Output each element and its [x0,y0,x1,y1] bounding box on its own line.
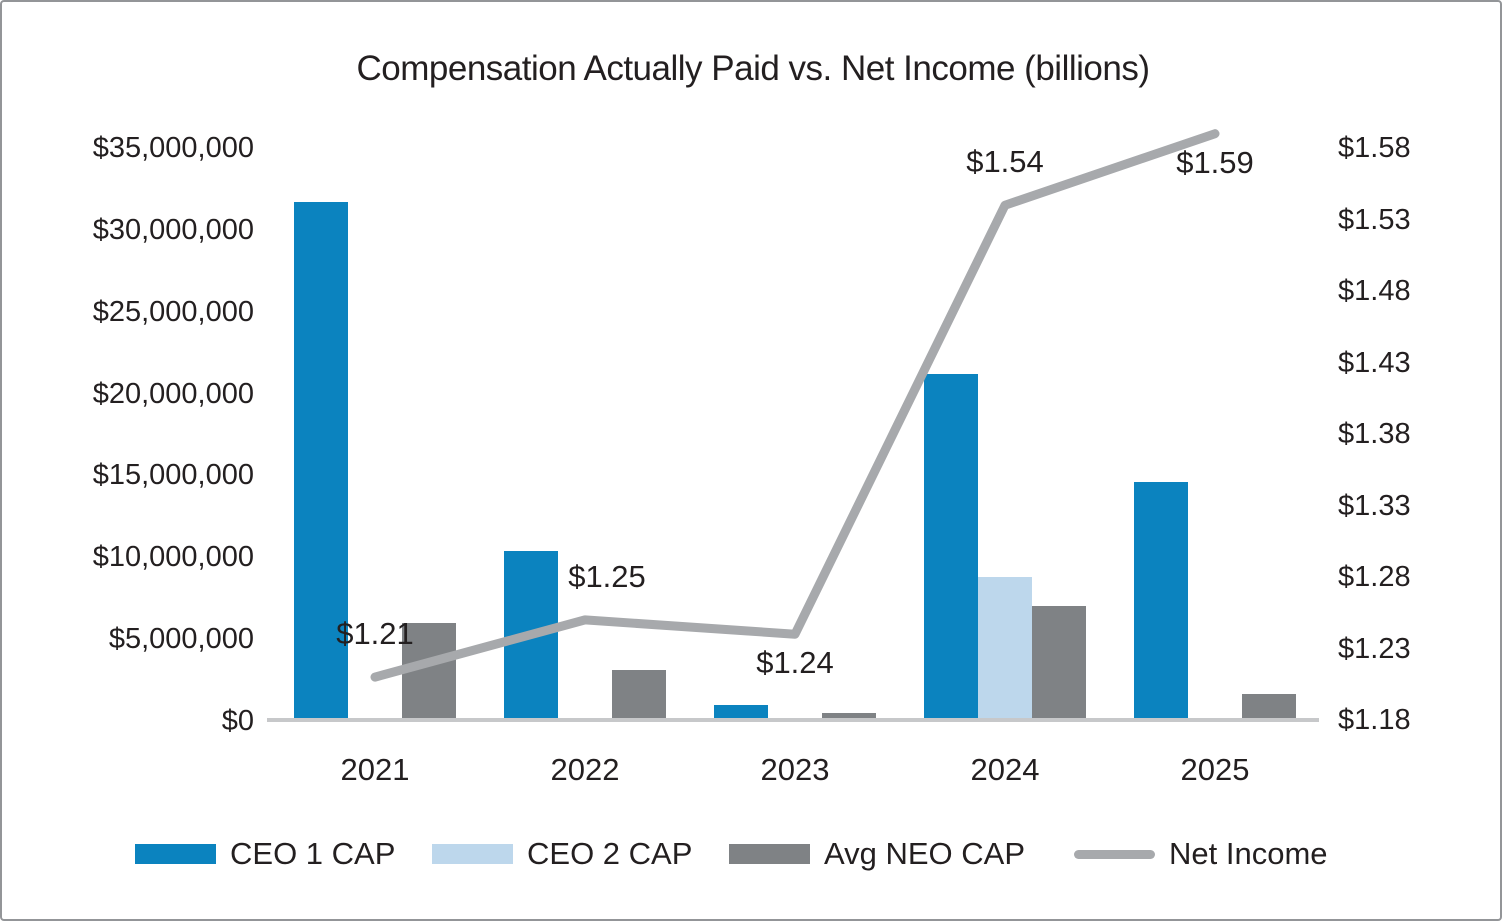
right-axis-tick-label: $1.43 [1338,346,1411,379]
bar-avg-neo-cap-2024 [1032,606,1086,721]
right-axis-tick-label: $1.58 [1338,132,1411,164]
right-axis-tick-label: $1.48 [1338,275,1411,307]
right-axis-tick-label: $1.23 [1338,632,1411,665]
net-income-label-2025: $1.59 [1176,144,1254,180]
bar-ceo-1-cap-2025 [1134,481,1188,721]
x-axis-label-2025: 2025 [1180,752,1250,787]
bar-ceo-1-cap-2024 [924,373,978,721]
net-income-label-2024: $1.54 [966,144,1044,180]
x-axis-label-2023: 2023 [760,752,830,787]
right-axis-tick-label: $1.33 [1338,489,1411,522]
legend-swatch-rect [432,844,513,864]
net-income-label-2023: $1.24 [756,645,834,681]
legend-label: Avg NEO CAP [824,836,1026,871]
bar-avg-neo-cap-2022 [612,670,666,721]
right-axis-tick-label: $1.28 [1338,561,1411,593]
chart-title: Compensation Actually Paid vs. Net Incom… [356,49,1150,88]
right-axis-tick-label: $1.18 [1338,704,1411,736]
legend-item-avg-neo-cap: Avg NEO CAP [729,836,1025,872]
legend-swatch-rect [729,844,810,864]
net-income-label-2022: $1.25 [568,558,646,594]
left-axis-tick-label: $0 [221,705,254,737]
left-axis-tick-label: $25,000,000 [92,295,254,328]
bar-ceo-2-cap-2024 [978,576,1032,721]
x-axis-label-2024: 2024 [970,752,1040,787]
right-axis-tick-label: $1.53 [1338,203,1411,236]
bar-avg-neo-cap-2025 [1242,693,1296,721]
legend-label: Net Income [1169,836,1328,871]
left-axis-tick-label: $5,000,000 [108,623,254,656]
x-axis-label-2022: 2022 [550,752,620,787]
left-axis-tick-label: $10,000,000 [92,541,254,574]
left-axis-tick-label: $20,000,000 [92,377,254,410]
legend-swatch-rect [135,844,216,864]
x-axis-line [267,718,1319,722]
legend-item-net-income: Net Income [1074,836,1328,872]
left-axis-tick-label: $35,000,000 [92,132,254,164]
net-income-label-2021: $1.21 [336,616,414,652]
bar-ceo-1-cap-2023 [714,704,768,721]
net-income-line-path [370,129,1220,682]
left-axis-tick-label: $30,000,000 [92,213,254,246]
bar-ceo-1-cap-2021 [294,202,348,721]
legend-label: CEO 1 CAP [230,836,396,871]
legend-item-ceo-2-cap: CEO 2 CAP [432,836,692,872]
x-axis-label-2021: 2021 [340,752,410,787]
bar-avg-neo-cap-2023 [822,712,876,721]
legend-label: CEO 2 CAP [527,836,693,871]
legend-item-ceo-1-cap: CEO 1 CAP [135,836,395,872]
legend-swatch-line [1074,849,1155,859]
left-axis-tick-label: $15,000,000 [92,459,254,492]
right-axis-tick-label: $1.38 [1338,418,1411,450]
